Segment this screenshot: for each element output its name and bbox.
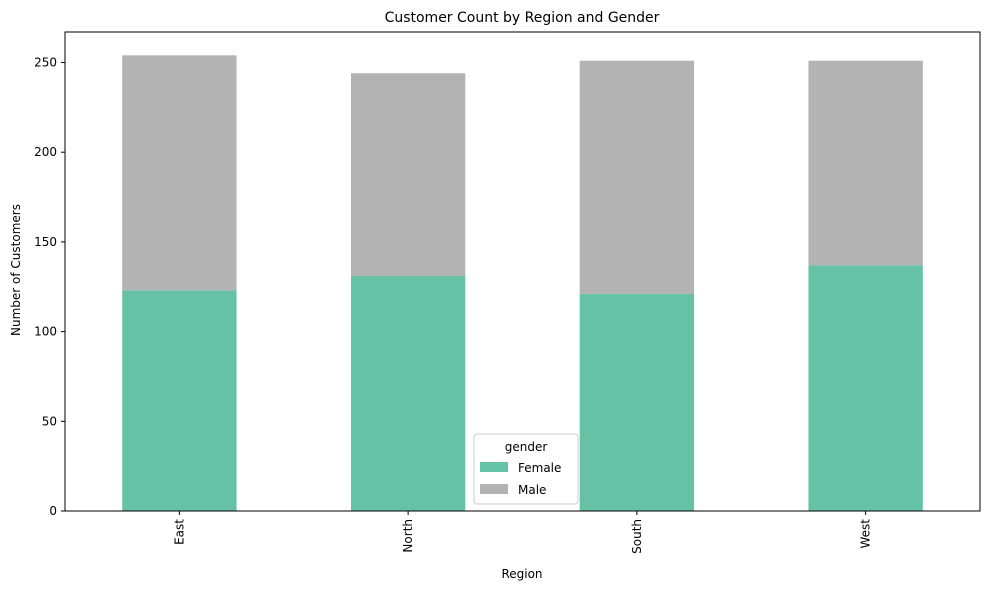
legend-swatch-female	[480, 462, 508, 472]
bar-male-east	[122, 55, 237, 291]
bar-male-south	[579, 60, 695, 294]
legend-swatch-male	[480, 484, 508, 494]
y-tick-label: 150	[34, 235, 57, 249]
x-axis-label: Region	[501, 567, 542, 581]
bar-male-north	[350, 73, 466, 276]
x-tick-label: West	[859, 519, 873, 549]
y-tick-label: 100	[34, 325, 57, 339]
legend: gender Female Male	[473, 433, 579, 505]
x-tick-label: East	[172, 519, 186, 545]
y-tick-label: 250	[34, 55, 57, 69]
bar-female-west	[808, 265, 923, 511]
bar-female-north	[350, 275, 466, 511]
legend-title: gender	[505, 440, 548, 454]
axes-frame	[64, 31, 981, 512]
chart-title: Customer Count by Region and Gender	[385, 10, 660, 26]
y-tick-label: 200	[34, 145, 57, 159]
bar-female-east	[122, 290, 237, 511]
bar-male-west	[808, 60, 923, 266]
y-tick-label: 50	[42, 414, 57, 428]
legend-label-female: Female	[518, 461, 561, 475]
y-tick-label: 0	[49, 504, 57, 518]
plot-area: East North South West 0 50 100 150 200 250	[34, 31, 981, 554]
bar-female-south	[579, 293, 695, 511]
x-tick-label: North	[401, 519, 415, 553]
legend-label-male: Male	[518, 483, 546, 497]
y-axis-label: Number of Customers	[9, 204, 23, 336]
x-tick-label: South	[630, 519, 644, 554]
